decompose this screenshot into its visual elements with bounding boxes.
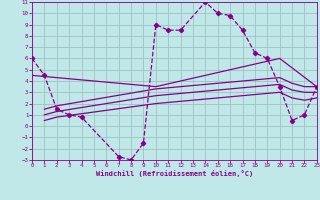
X-axis label: Windchill (Refroidissement éolien,°C): Windchill (Refroidissement éolien,°C) bbox=[96, 170, 253, 177]
